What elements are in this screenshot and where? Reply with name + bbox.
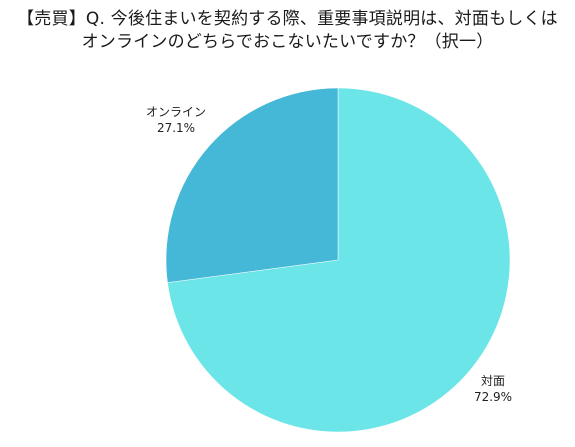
pie-slices	[165, 87, 511, 433]
chart-title-line-2: オンラインのどちらでおこないたいですか？（択一）	[81, 32, 494, 52]
pie-labels: 対面 72.9% オンライン 27.1%	[146, 105, 512, 404]
slice-name-label: 対面	[481, 374, 505, 388]
chart-title-line-1: 【売買】Q. 今後住まいを契約する際、重要事項説明は、対面もしくは	[17, 9, 558, 29]
pie-slice-taimen	[167, 87, 511, 433]
slice-value-label: 27.1%	[157, 121, 195, 135]
chart-title: 【売買】Q. 今後住まいを契約する際、重要事項説明は、対面もしくは オンラインの…	[0, 8, 575, 54]
slice-value-label: 72.9%	[474, 390, 512, 404]
slice-name-label: オンライン	[146, 105, 206, 119]
pie-slice-online	[165, 87, 339, 283]
